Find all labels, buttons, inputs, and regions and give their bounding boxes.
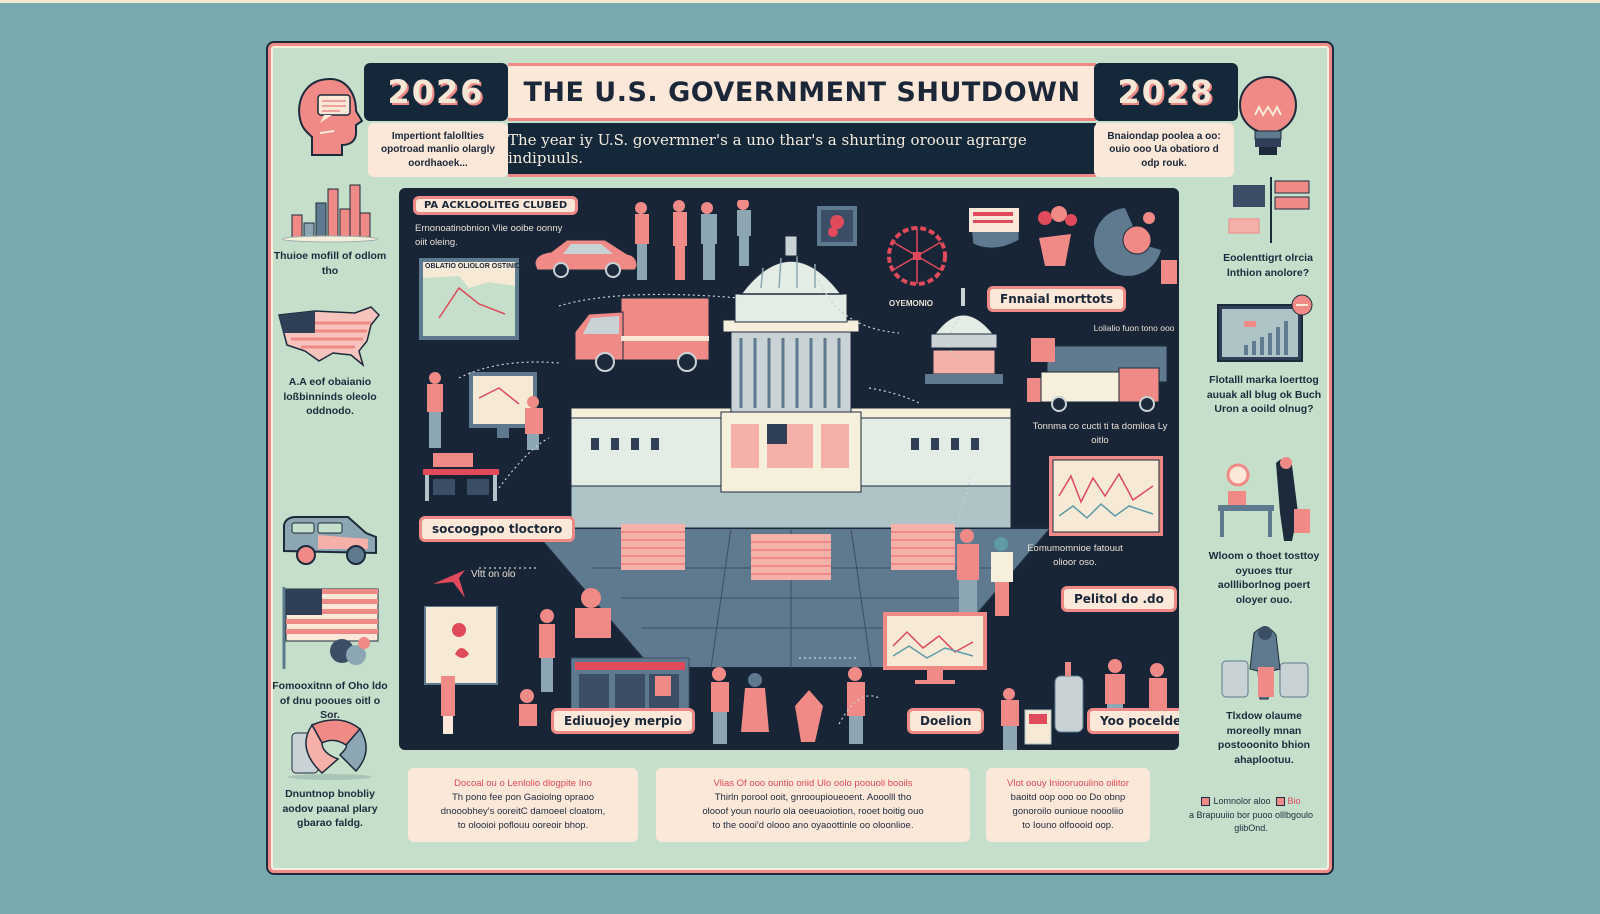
finance-charts-icon xyxy=(968,206,1177,284)
left-item-coins: Dnuntnop bnobliy aodov paanal plary gbar… xyxy=(270,711,390,831)
bar-chart-icon xyxy=(281,184,379,243)
right-chart-caption: Eomumomnioe fatouut olioor oso. xyxy=(1027,543,1123,568)
caption-box-2-line: olooof youn nourlo ola oeeuaoiotion, roo… xyxy=(702,806,924,817)
caption-box-3-hl: Vlot oouy Iniooruoulino oilitor xyxy=(1007,777,1129,789)
left-caption-4: Fomooxitnn of Oho ldo of dnu pooues oitl… xyxy=(272,680,388,722)
signpost-tree-icon xyxy=(1228,177,1310,243)
flag-icon xyxy=(282,587,379,669)
left-item-map: A.A eof obaianio loßbinninds oleolo oddn… xyxy=(270,301,390,419)
lightbulb-icon xyxy=(1239,76,1297,155)
person-desk-icon xyxy=(1218,457,1310,541)
caption-box-2-line: Thirln porool ooit, gnrooupioueoent. Aoo… xyxy=(714,791,912,803)
left-caption-1: Thuioe mofill of odlom tho xyxy=(273,250,387,277)
map-title: OBLATIO OLIOLOR OSTINION xyxy=(425,263,526,270)
label-left-mid: socoogpoo tloctoro xyxy=(419,516,576,542)
capitol-building-icon xyxy=(531,235,1051,668)
label-top-left: PA ACKLOOLITEG CLUBED xyxy=(413,196,579,215)
left-item-head xyxy=(270,71,390,161)
monitor-chart-icon xyxy=(1217,294,1313,362)
right-item-signpost: Eoolenttigrt olrcia lnthion anolore? xyxy=(1208,173,1328,280)
caption-box-3-line: baoitd oop ooo oo Do obnp xyxy=(1010,791,1126,803)
console-desk-icon xyxy=(571,588,690,722)
label-bottom-left: Ediuuojey merpio xyxy=(551,708,695,734)
right-item-desk: Wloom o thoet tosttoy oyuoes ttur aollli… xyxy=(1204,453,1324,608)
coins-circle-icon xyxy=(288,719,372,780)
virus-network-icon xyxy=(887,226,947,286)
illustration-panel: PA ACKLOOLITEG CLUBED Ernonoatinobnion V… xyxy=(399,188,1179,750)
right-caption-2: Flotalll marka loerttog auuak all blug o… xyxy=(1206,374,1322,416)
person-sign-icon xyxy=(1001,688,1052,750)
left-item-van xyxy=(270,511,390,567)
left-caption-5: Dnuntnop bnobliy aodov paanal plary gbar… xyxy=(282,788,378,830)
label-bottom-right: Yoo pocelde xyxy=(1087,708,1179,734)
legend-item-2: Bio xyxy=(1287,796,1301,806)
caption-box-2-hl: Vlias Of ooo ountio oriid Ulo oolo poouo… xyxy=(713,777,913,789)
people-group-icon xyxy=(635,200,751,280)
head-speech-icon xyxy=(298,77,364,156)
people-pair-icon xyxy=(957,529,1013,616)
right-caption-3: Wloom o thoet tosttoy oyuoes ttur aollli… xyxy=(1208,550,1320,607)
header-note-left: Impertiont falollties opotroad manlio ol… xyxy=(368,123,508,177)
monitor-chart-center-icon xyxy=(883,612,987,684)
airplane-icon xyxy=(433,570,465,598)
left-item-flag: Fomooxitnn of Oho ldo of dnu pooues oitl… xyxy=(270,583,390,723)
legend-swatch-1 xyxy=(1201,797,1211,807)
us-map-flag-icon xyxy=(278,306,381,368)
caption-box-3-line: gonoroilo ounioue noooliio xyxy=(1012,806,1124,817)
truck-note: Lolialio fuon tono ooo xyxy=(1093,323,1175,333)
infographic-poster: 2026 THE U.S. GOVERNMENT SHUTDOWN 2028 I… xyxy=(266,41,1334,875)
virus-caption: OYEMONIO xyxy=(889,299,934,308)
legend-swatch-2 xyxy=(1275,797,1285,807)
desk-icon xyxy=(423,453,499,501)
caption-box-1-line: to olooioi poflouu ooreoir bhop. xyxy=(457,820,589,832)
car-icon xyxy=(534,239,638,278)
truck-caption: Tonnma co cucti ti ta domlioa Ly oitlo xyxy=(1032,421,1168,446)
label-financial: Fnnaial morttots xyxy=(987,286,1127,312)
people-bottom-icon xyxy=(711,667,865,744)
right-item-coins: Tlxdow olaume moreolly mnan postooonito … xyxy=(1204,623,1324,768)
legend: Lomnolor aloo Bio a Brapuuiio bor puoo o… xyxy=(1176,795,1326,836)
delivery-truck-icon xyxy=(1027,338,1168,412)
caption-box-2: Vlias Of ooo ountio oriid Ulo oolo poouo… xyxy=(656,768,970,842)
caption-box-1-hl: Docoal ou o Lenlolio dlogpite Ino xyxy=(454,777,592,789)
people-monitor-icon xyxy=(427,372,543,450)
year-right-badge: 2028 xyxy=(1094,63,1238,121)
page-title: THE U.S. GOVERNMENT SHUTDOWN xyxy=(508,63,1096,121)
right-caption-4: Tlxdow olaume moreolly mnan postooonito … xyxy=(1217,710,1311,767)
left-caption-2: A.A eof obaianio loßbinninds oleolo oddn… xyxy=(283,376,377,418)
van-icon xyxy=(283,516,377,565)
left-item-chart: Thuioe mofill of odlom tho xyxy=(270,183,390,278)
map-icon xyxy=(419,258,519,340)
caption-box-3: Vlot oouy Iniooruoulino oilitor baoitd o… xyxy=(986,768,1150,842)
person-coins-icon xyxy=(1221,626,1309,700)
ambulance-truck-icon xyxy=(574,297,710,372)
label-top-left-desc: Ernonoatinobnion Vlie ooibe oonny oiit o… xyxy=(415,223,563,248)
year-left-badge: 2026 xyxy=(364,63,508,121)
caption-box-3-line: to Iouno olfoooid oop. xyxy=(1022,820,1114,832)
header-note-right: Bnaiondap poolea a oo: ouio ooo Ua obati… xyxy=(1094,123,1234,177)
legend-item-1: Lomnolor aloo xyxy=(1213,796,1271,806)
label-bottom-mid: Doelion xyxy=(907,708,985,734)
caption-box-2-line: to the oooi'd olooo ano oyaoottinle oo o… xyxy=(712,820,914,832)
right-caption-1: Eoolenttigrt olrcia lnthion anolore? xyxy=(1223,252,1313,279)
caption-box-1-line: Th pono fee pon Gaoiolng opraoo xyxy=(451,791,595,803)
top-strip xyxy=(0,0,1600,3)
plane-caption: Vltt on olo xyxy=(471,569,516,580)
subtitle: The year iy U.S. govermner's a uno thar'… xyxy=(508,123,1096,177)
caption-box-1: Docoal ou o Lenlolio dlogpite Ino Th pon… xyxy=(408,768,638,842)
right-item-monitor: Flotalll marka loerttog auuak all blug o… xyxy=(1204,293,1324,417)
photo-frame-icon xyxy=(817,206,857,246)
legend-caption: a Brapuuiio bor puoo olllbgoulo glibOnd. xyxy=(1188,809,1314,834)
caption-box-1-line: dnooobhey's ooreitC damoeel cloatom, xyxy=(440,806,606,817)
label-right-pill: Pelitol do .do xyxy=(1061,586,1177,612)
line-chart-frame-icon xyxy=(1049,456,1163,536)
right-item-bulb xyxy=(1208,71,1328,163)
presenter-icon xyxy=(424,606,555,734)
